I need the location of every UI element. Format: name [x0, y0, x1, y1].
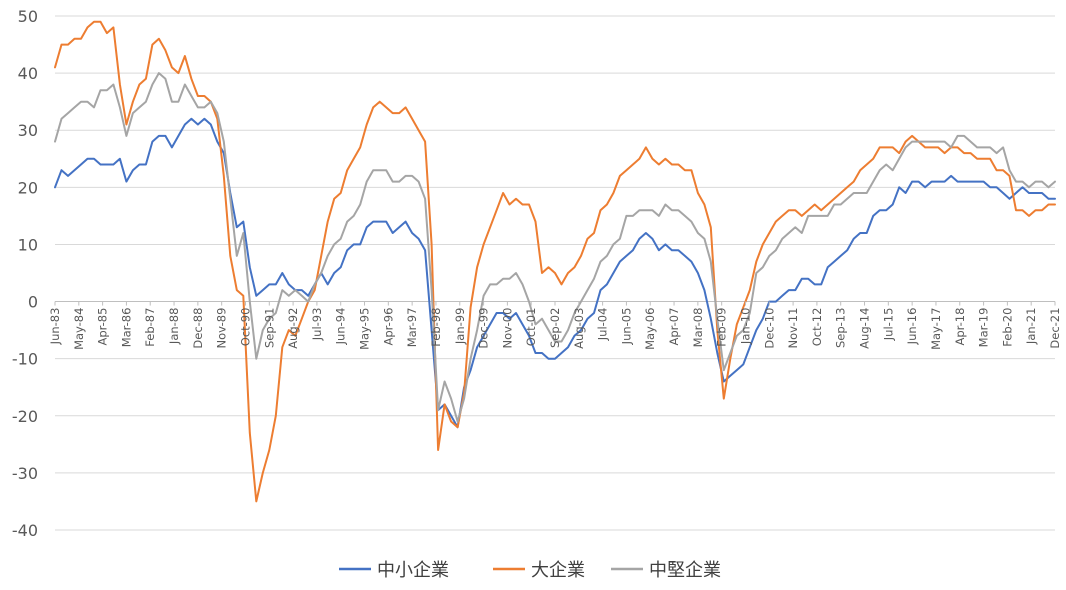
x-tick-label: Dec-99: [477, 308, 491, 349]
x-tick-label: May-84: [72, 308, 86, 350]
y-tick-label: 0: [28, 293, 38, 312]
x-tick-label: Oct-90: [238, 308, 252, 347]
y-tick-label: 10: [18, 235, 38, 254]
x-tick-label: Jun-94: [334, 308, 348, 346]
x-tick-label: Dec-21: [1048, 308, 1062, 349]
x-tick-label: May-95: [358, 308, 372, 350]
x-tick-label: Sep-02: [548, 308, 562, 348]
x-tick-label: Jun-16: [905, 308, 919, 346]
x-tick-label: Nov-11: [786, 308, 800, 349]
legend-label: 中堅企業: [649, 560, 721, 581]
x-tick-label: Apr-18: [953, 308, 967, 346]
x-tick-label: Aug-92: [286, 308, 300, 349]
y-tick-label: -40: [12, 521, 38, 540]
x-tick-label: Jul-93: [310, 308, 324, 342]
series-lines: [54, 20, 1056, 503]
x-tick-label: Apr-07: [667, 308, 681, 346]
x-tick-label: Oct-12: [810, 308, 824, 347]
x-tick-label: Mar-97: [405, 308, 419, 348]
legend: 中小企業 大企業 中堅企業: [339, 560, 721, 581]
y-tick-label: 40: [18, 64, 38, 83]
y-axis-tick-labels: 50 40 30 20 10 0 -10 -20 -30 -40: [12, 7, 38, 540]
x-tick-label: Aug-03: [572, 308, 586, 349]
x-tick-label: Feb-09: [715, 308, 729, 347]
x-tick-label: Feb-20: [1000, 308, 1014, 347]
x-tick-label: Sep-13: [834, 308, 848, 348]
x-tick-label: Mar-86: [119, 308, 133, 348]
x-tick-label: Jun-05: [619, 308, 633, 346]
x-tick-label: May-17: [929, 308, 943, 350]
x-tick-label: Jan-10: [738, 308, 752, 346]
x-tick-label: May-06: [643, 308, 657, 350]
y-tick-label: -10: [12, 350, 38, 369]
x-tick-label: Nov-00: [500, 308, 514, 349]
y-tick-label: 30: [18, 121, 38, 140]
x-tick-label: Dec-88: [191, 308, 205, 349]
x-tick-label: Dec-10: [762, 308, 776, 349]
legend-item-3: 中堅企業: [611, 560, 721, 581]
legend-item-1: 中小企業: [339, 560, 449, 581]
x-tick-label: Nov-89: [215, 308, 229, 349]
x-tick-label: Jan-21: [1024, 308, 1038, 346]
y-tick-label: 50: [18, 7, 38, 26]
x-axis-tick-labels: Jun-83 May-84 Apr-85 Mar-86 Feb-87 Jan-88 Dec-…: [48, 301, 1062, 350]
x-tick-label: Oct-01: [524, 308, 538, 347]
x-tick-label: Sep-91: [262, 308, 276, 348]
x-tick-label: Apr-96: [381, 308, 395, 346]
legend-label: 中小企業: [377, 560, 449, 581]
legend-label: 大企業: [531, 560, 585, 581]
x-tick-label: Aug-14: [858, 308, 872, 349]
x-tick-label: Jan-88: [167, 308, 181, 346]
x-tick-label: Jul-15: [881, 308, 895, 342]
x-tick-label: Jan-99: [453, 308, 467, 346]
x-tick-label: Apr-85: [96, 308, 110, 346]
x-tick-label: Mar-08: [691, 308, 705, 348]
y-tick-label: -30: [12, 464, 38, 483]
x-tick-label: Feb-98: [429, 308, 443, 347]
series-line-3: [54, 72, 1056, 423]
x-tick-label: Mar-19: [977, 308, 991, 348]
x-tick-label: Feb-87: [143, 308, 157, 347]
x-tick-label: Jul-04: [596, 308, 610, 342]
y-tick-label: 20: [18, 178, 38, 197]
y-tick-label: -20: [12, 407, 38, 426]
legend-item-2: 大企業: [493, 560, 585, 581]
x-tick-label: Jun-83: [48, 308, 62, 346]
series-line-2: [54, 20, 1056, 503]
series-line-1: [54, 117, 1056, 429]
